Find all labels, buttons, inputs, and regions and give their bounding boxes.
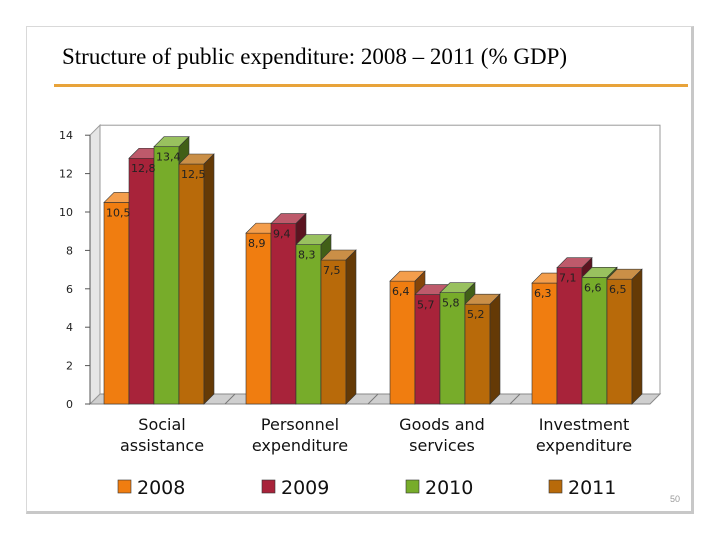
category-label: expenditure [252,436,348,455]
category-label: Investment [539,415,630,434]
legend-swatch [549,480,562,493]
category-labels: Social assistance Personnel expenditure Good… [120,415,632,455]
y-tick-label: 4 [66,321,73,334]
category-label: Personnel [261,415,339,434]
y-tick-label: 14 [59,129,73,142]
bar-side [204,154,214,404]
data-label: 7,1 [559,272,577,285]
data-label: 5,2 [467,308,485,321]
bar-front [582,277,607,404]
y-tick-label: 6 [66,283,73,296]
category-label: services [409,436,475,455]
bar-front [557,268,582,404]
bar-front [271,224,296,404]
data-label: 5,8 [442,297,460,310]
data-label: 10,5 [106,206,131,219]
bar-side [346,250,356,404]
legend: 2008 2009 2010 2011 [118,477,616,499]
bar-side [490,294,500,404]
data-label: 12,8 [131,162,156,175]
category-label: Social [138,415,185,434]
legend-label: 2009 [281,477,329,499]
data-label: 5,7 [417,299,435,312]
data-label: 6,6 [584,281,602,294]
y-tick-label: 12 [59,168,73,181]
category-label: Goods and [399,415,485,434]
legend-swatch [262,480,275,493]
data-label: 7,5 [323,264,341,277]
bar-front [179,164,204,404]
legend-swatch [406,480,419,493]
category-label: assistance [120,436,204,455]
y-axis: 0 2 4 6 8 10 12 14 [59,129,90,411]
y-tick-label: 10 [59,206,73,219]
bar-front [104,202,129,404]
data-label: 9,4 [273,228,291,241]
bar-front [532,283,557,404]
category-label: expenditure [536,436,632,455]
data-label: 6,3 [534,287,552,300]
bar-front [607,279,632,404]
data-label: 8,9 [248,237,266,250]
legend-item-2008: 2008 [118,477,185,499]
data-label: 12,5 [181,168,206,181]
data-label: 6,5 [609,283,627,296]
bar-front [296,245,321,404]
legend-item-2009: 2009 [262,477,329,499]
y-tick-label: 8 [66,244,73,257]
data-label: 13,4 [156,151,181,164]
bar-front [390,281,415,404]
data-label: 6,4 [392,285,410,298]
bar-front [246,233,271,404]
legend-label: 2010 [425,477,473,499]
bar-front [321,260,346,404]
legend-label: 2008 [137,477,185,499]
y-tick-label: 2 [66,360,73,373]
y-tick-label: 0 [66,398,73,411]
plot-side-wall [90,125,100,404]
legend-label: 2011 [568,477,616,499]
legend-swatch [118,480,131,493]
data-label: 8,3 [298,249,316,262]
legend-item-2011: 2011 [549,477,616,499]
bar-front [154,147,179,404]
bar-2011-0 [179,154,214,404]
bar-front [129,158,154,404]
legend-item-2010: 2010 [406,477,473,499]
bar-side [632,269,642,404]
page-number: 50 [670,494,680,504]
